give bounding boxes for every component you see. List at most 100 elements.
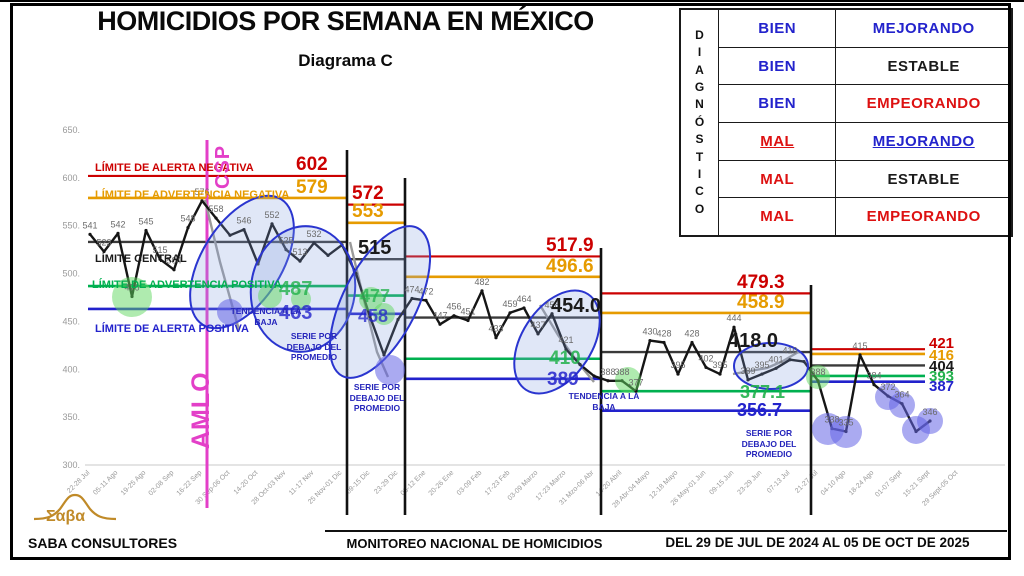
label-csp: CSP xyxy=(212,144,234,189)
svg-text:416: 416 xyxy=(929,347,954,364)
label-limite-alerta-negativa: LÍMITE DE ALERTA NEGATIVA xyxy=(95,162,254,174)
svg-text:377: 377 xyxy=(628,377,643,387)
page-subtitle: Diagrama C xyxy=(298,51,393,70)
footer-brand: SABA CONSULTORES xyxy=(28,535,178,551)
svg-text:338: 338 xyxy=(824,415,839,425)
svg-text:545: 545 xyxy=(138,217,153,227)
svg-text:500.: 500. xyxy=(62,269,80,279)
svg-text:458: 458 xyxy=(544,300,559,310)
label-limite-advertencia-positiva: LÍMITE DE ADVERTENCIA POSITIVA xyxy=(92,279,282,291)
tendencia-cell: MEJORANDO xyxy=(872,132,975,150)
svg-text:479.3: 479.3 xyxy=(737,272,785,293)
svg-text:402: 402 xyxy=(698,353,713,363)
tendencia-cell: MEJORANDO xyxy=(872,19,975,37)
note-serie-debajo-3: SERIE POR DEBAJO DEL PROMEDIO xyxy=(741,428,797,460)
svg-text:07-13 Jul: 07-13 Jul xyxy=(766,469,792,495)
footer-divider-line xyxy=(325,530,1007,532)
svg-text:16-22 Sep: 16-22 Sep xyxy=(176,469,204,497)
svg-text:388: 388 xyxy=(614,367,629,377)
svg-text:550.: 550. xyxy=(62,221,80,231)
svg-text:395: 395 xyxy=(754,360,769,370)
diagnostico-grid: BIEN MEJORANDO BIEN ESTABLE BIEN EMPEORA… xyxy=(719,10,1011,236)
note-serie-debajo-2: SERIE POR DEBAJO DEL PROMEDIO xyxy=(349,382,405,414)
svg-text:477: 477 xyxy=(360,286,390,306)
note-serie-debajo-1: SERIE POR DEBAJO DEL PROMEDIO xyxy=(286,331,342,363)
label-limite-alerta-positiva: LÍMITE DE ALERTA POSITIVA xyxy=(95,323,249,335)
svg-text:364: 364 xyxy=(894,390,909,400)
saba-logo-text: Σαβα xyxy=(46,508,86,525)
estado-cell: BIEN xyxy=(719,47,837,85)
svg-text:458: 458 xyxy=(358,306,388,326)
page-title: HOMICIDIOS POR SEMANA EN MÉXICO xyxy=(97,6,594,36)
svg-text:17-23 Feb: 17-23 Feb xyxy=(484,469,512,497)
saba-bellcurve-logo-icon xyxy=(33,493,117,521)
point-labels: 5415235424765455155045485765585465525255… xyxy=(82,187,937,428)
svg-text:602: 602 xyxy=(296,154,328,175)
svg-text:548: 548 xyxy=(180,214,195,224)
label-limite-central: LÍMITE CENTRAL xyxy=(95,253,187,265)
tendencia-cell: ESTABLE xyxy=(887,170,960,188)
svg-text:459: 459 xyxy=(502,299,517,309)
diagnostico-row: MAL EMPEORANDO xyxy=(719,198,1011,236)
svg-text:388: 388 xyxy=(810,367,825,377)
svg-text:472: 472 xyxy=(418,286,433,296)
svg-text:504: 504 xyxy=(166,256,181,266)
svg-text:553: 553 xyxy=(352,201,384,222)
note-tendencia-baja-2: TENDENCIA A LA BAJA xyxy=(568,391,640,412)
svg-text:496.6: 496.6 xyxy=(546,256,594,277)
svg-text:513: 513 xyxy=(292,247,307,257)
label-limite-advertencia-negativa: LÍMITE DE ADVERTENCIA NEGATIVA xyxy=(95,189,290,201)
footer-period: DEL 29 DE JUL DE 2024 AL 05 DE OCT DE 20… xyxy=(665,535,970,550)
svg-text:525: 525 xyxy=(278,236,293,246)
svg-text:464: 464 xyxy=(516,294,531,304)
svg-text:389: 389 xyxy=(547,369,579,390)
svg-text:18-24 Ago: 18-24 Ago xyxy=(848,469,876,497)
svg-text:463: 463 xyxy=(279,302,312,324)
svg-text:600.: 600. xyxy=(62,173,80,183)
tendencia-cell: EMPEORANDO xyxy=(866,208,981,226)
svg-text:395: 395 xyxy=(670,360,685,370)
tendencia-cell: ESTABLE xyxy=(887,57,960,75)
diagnostico-row: BIEN EMPEORANDO xyxy=(719,85,1011,124)
svg-text:576: 576 xyxy=(194,187,209,197)
svg-text:15-21 Sept: 15-21 Sept xyxy=(902,469,931,498)
svg-text:389: 389 xyxy=(740,366,755,376)
svg-text:404: 404 xyxy=(929,358,955,375)
svg-text:03-09 Feb: 03-09 Feb xyxy=(456,469,484,497)
svg-text:09-15 Dic: 09-15 Dic xyxy=(345,469,371,495)
estado-cell: MAL xyxy=(719,123,837,160)
svg-text:356.7: 356.7 xyxy=(737,400,782,420)
note-tendencia-baja-1: TENDENCIA A LA BAJA xyxy=(230,306,302,327)
svg-text:350.: 350. xyxy=(62,412,80,422)
svg-text:401: 401 xyxy=(768,354,783,364)
estado-cell: BIEN xyxy=(719,85,837,123)
svg-text:487: 487 xyxy=(279,278,312,300)
svg-text:300.: 300. xyxy=(62,460,80,470)
svg-text:384: 384 xyxy=(866,371,881,381)
svg-text:372: 372 xyxy=(880,382,895,392)
estado-cell: BIEN xyxy=(719,10,837,47)
svg-text:418.0: 418.0 xyxy=(728,330,778,352)
diagnostico-row: BIEN ESTABLE xyxy=(719,47,1011,86)
svg-text:428: 428 xyxy=(684,328,699,338)
svg-text:02-08 Sep: 02-08 Sep xyxy=(148,469,176,497)
estado-cell: MAL xyxy=(719,160,837,198)
svg-text:579: 579 xyxy=(296,177,328,198)
svg-text:410: 410 xyxy=(782,346,797,356)
svg-text:482: 482 xyxy=(474,277,489,287)
svg-text:476: 476 xyxy=(124,283,139,293)
svg-text:456: 456 xyxy=(446,302,461,312)
svg-text:23-29 Dic: 23-29 Dic xyxy=(373,469,399,495)
svg-text:20-26 Ene: 20-26 Ene xyxy=(428,469,456,497)
svg-text:558: 558 xyxy=(208,204,223,214)
svg-text:523: 523 xyxy=(96,238,111,248)
svg-text:11-17 Nov: 11-17 Nov xyxy=(288,469,316,497)
svg-text:428: 428 xyxy=(656,328,671,338)
svg-text:421: 421 xyxy=(929,335,954,352)
svg-text:541: 541 xyxy=(82,220,97,230)
tendencia-cell: EMPEORANDO xyxy=(866,95,981,113)
svg-text:346: 346 xyxy=(922,407,937,417)
diagnostico-row-destacada: MAL MEJORANDO xyxy=(719,123,1011,161)
